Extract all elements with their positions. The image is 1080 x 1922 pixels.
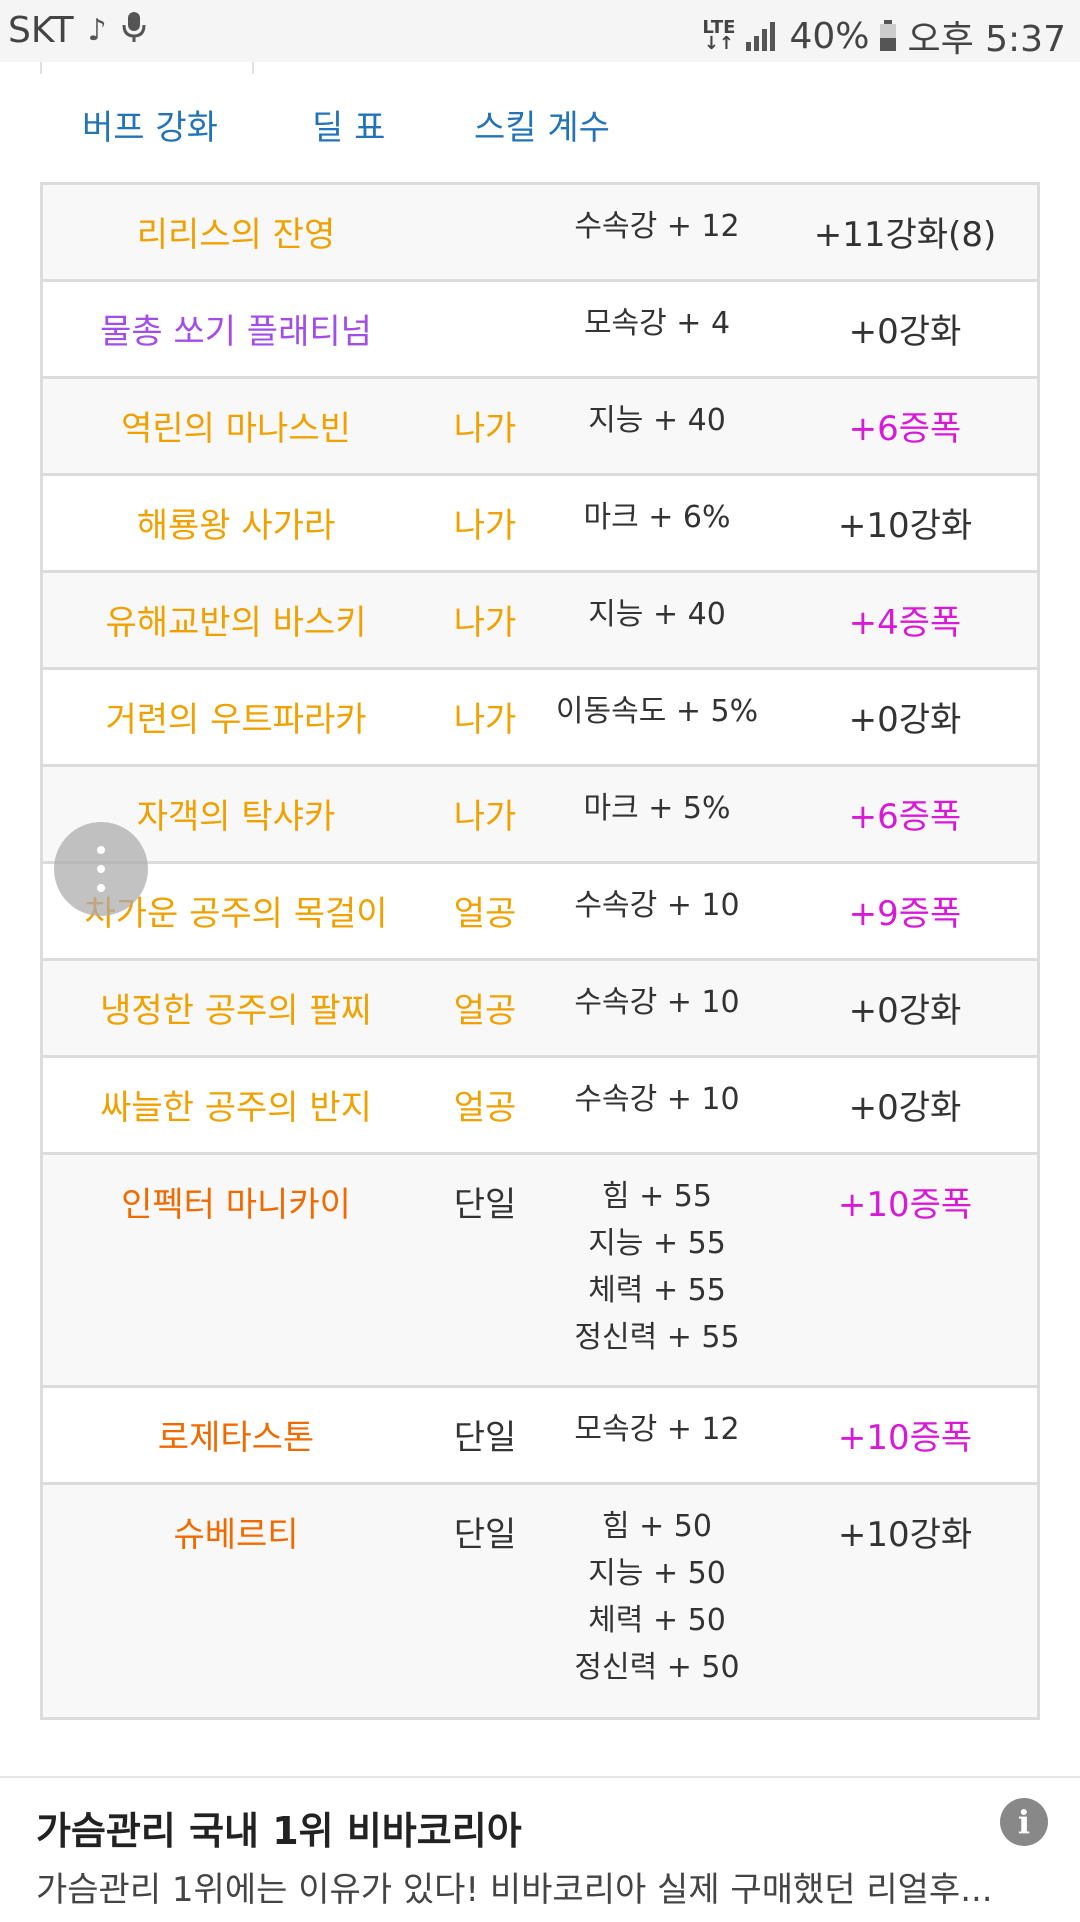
item-stat: 마크 + 5% — [583, 791, 731, 826]
table-row: 해룡왕 사가라 나가 마크 + 6% +10강화 — [43, 476, 1037, 573]
clock: 오후 5:37 — [907, 19, 1066, 60]
item-enhance: +10강화 — [837, 1515, 973, 1555]
ad-info-icon[interactable]: i — [1000, 1798, 1048, 1846]
item-stat: 힘 + 50 — [602, 1509, 712, 1544]
table-row: 역린의 마나스빈 나가 지능 + 40 +6증폭 — [43, 379, 1037, 476]
item-stats: 힘 + 50 지능 + 50 체력 + 50 정신력 + 50 — [541, 1503, 773, 1691]
tab-divider — [40, 62, 42, 74]
item-stat: 수속강 + 10 — [574, 1082, 740, 1117]
item-type: 나가 — [453, 409, 517, 449]
item-stat: 정신력 + 55 — [574, 1320, 740, 1355]
item-enhance: +4증폭 — [848, 603, 962, 643]
item-stat: 체력 + 50 — [588, 1603, 726, 1638]
floating-menu-button[interactable] — [54, 822, 148, 916]
table-row: 자객의 탁샤카 나가 마크 + 5% +6증폭 — [43, 767, 1037, 864]
item-name: 역린의 마나스빈 — [121, 409, 351, 449]
item-type: 나가 — [453, 506, 517, 546]
equipment-table: 리리스의 잔영 수속강 + 12 +11강화(8) 물총 쏘기 플래티넘 모속강… — [40, 182, 1040, 1720]
item-stat: 모속강 + 12 — [574, 1412, 740, 1447]
item-type: 나가 — [453, 603, 517, 643]
lte-icon: LTE ↓↑ — [702, 17, 736, 54]
item-stat: 지능 + 50 — [588, 1556, 726, 1591]
item-enhance: +10증폭 — [837, 1185, 973, 1225]
item-stat: 마크 + 6% — [583, 500, 731, 535]
tab-damage-table[interactable]: 딜 표 — [312, 108, 386, 148]
item-stat: 이동속도 + 5% — [555, 694, 759, 729]
item-name: 싸늘한 공주의 반지 — [100, 1088, 372, 1128]
item-stat: 수속강 + 10 — [574, 985, 740, 1020]
item-stat: 체력 + 55 — [588, 1273, 726, 1308]
tab-buff-enhance[interactable]: 버프 강화 — [82, 108, 218, 148]
item-enhance: +10증폭 — [837, 1418, 973, 1458]
item-enhance: +9증폭 — [848, 894, 962, 934]
table-row: 차가운 공주의 목걸이 얼공 수속강 + 10 +9증폭 — [43, 864, 1037, 961]
item-name: 슈베르티 — [173, 1515, 299, 1555]
signal-strength-icon — [745, 20, 779, 52]
status-bar: SKT ♪ LTE ↓↑ 40% 오후 5:37 — [0, 0, 1080, 62]
item-stat: 지능 + 40 — [588, 403, 726, 438]
table-row: 로제타스톤 단일 모속강 + 12 +10증폭 — [43, 1388, 1037, 1485]
status-bar-right: LTE ↓↑ 40% 오후 5:37 — [702, 10, 1066, 62]
item-enhance: +0강화 — [848, 1088, 962, 1128]
item-stats: 힘 + 55 지능 + 55 체력 + 55 정신력 + 55 — [541, 1173, 773, 1361]
item-name: 거련의 우트파라카 — [105, 700, 367, 740]
ad-title[interactable]: 가슴관리 국내 1위 비바코리아 — [36, 1809, 522, 1853]
table-row: 거련의 우트파라카 나가 이동속도 + 5% +0강화 — [43, 670, 1037, 767]
item-stat: 모속강 + 4 — [583, 306, 731, 341]
table-row: 리리스의 잔영 수속강 + 12 +11강화(8) — [43, 185, 1037, 282]
item-enhance: +6증폭 — [848, 409, 962, 449]
item-stat: 지능 + 55 — [588, 1226, 726, 1261]
item-name: 해룡왕 사가라 — [136, 506, 336, 546]
battery-icon — [879, 20, 897, 52]
item-enhance: +11강화(8) — [813, 215, 997, 255]
item-type: 단일 — [453, 1418, 517, 1458]
microphone-icon — [121, 11, 147, 51]
item-type: 나가 — [453, 797, 517, 837]
item-type: 나가 — [453, 700, 517, 740]
item-enhance: +10강화 — [837, 506, 973, 546]
item-type: 얼공 — [453, 894, 517, 934]
item-type: 단일 — [453, 1515, 517, 1555]
section-nav: 버프 강화 딜 표 스킬 계수 — [0, 100, 1080, 160]
item-name: 물총 쏘기 플래티넘 — [100, 312, 372, 352]
item-enhance: +0강화 — [848, 991, 962, 1031]
item-enhance: +6증폭 — [848, 797, 962, 837]
item-name: 유해교반의 바스키 — [105, 603, 367, 643]
item-name: 리리스의 잔영 — [136, 215, 336, 255]
item-type: 얼공 — [453, 991, 517, 1031]
table-row: 인펙터 마니카이 단일 힘 + 55 지능 + 55 체력 + 55 정신력 +… — [43, 1155, 1037, 1388]
table-row: 유해교반의 바스키 나가 지능 + 40 +4증폭 — [43, 573, 1037, 670]
item-stat: 힘 + 55 — [602, 1179, 712, 1214]
status-bar-left: SKT ♪ — [8, 10, 147, 51]
music-note-icon: ♪ — [87, 13, 107, 48]
item-name: 로제타스톤 — [157, 1418, 315, 1458]
table-row: 슈베르티 단일 힘 + 50 지능 + 50 체력 + 50 정신력 + 50 … — [43, 1485, 1037, 1717]
table-row: 싸늘한 공주의 반지 얼공 수속강 + 10 +0강화 — [43, 1058, 1037, 1155]
table-row: 물총 쏘기 플래티넘 모속강 + 4 +0강화 — [43, 282, 1037, 379]
item-enhance: +0강화 — [848, 312, 962, 352]
table-row: 냉정한 공주의 팔찌 얼공 수속강 + 10 +0강화 — [43, 961, 1037, 1058]
battery-percentage: 40% — [789, 15, 870, 57]
item-stat: 정신력 + 50 — [574, 1650, 740, 1685]
ad-description[interactable]: 가슴관리 1위에는 이유가 있다! 비바코리아 실제 구매했던 리얼후... — [36, 1870, 993, 1910]
item-name: 자객의 탁샤카 — [136, 797, 336, 837]
tab-divider — [252, 62, 254, 74]
item-name: 냉정한 공주의 팔찌 — [100, 991, 372, 1031]
carrier-label: SKT — [8, 10, 74, 51]
item-type: 얼공 — [453, 1088, 517, 1128]
tab-skill-coefficient[interactable]: 스킬 계수 — [474, 108, 610, 148]
item-type: 단일 — [453, 1185, 517, 1225]
item-name: 인펙터 마니카이 — [121, 1185, 351, 1225]
item-stat: 수속강 + 10 — [574, 888, 740, 923]
item-enhance: +0강화 — [848, 700, 962, 740]
ad-banner[interactable]: 가슴관리 국내 1위 비바코리아 가슴관리 1위에는 이유가 있다! 비바코리아… — [0, 1776, 1080, 1922]
item-stat: 수속강 + 12 — [574, 209, 740, 244]
item-stat: 지능 + 40 — [588, 597, 726, 632]
